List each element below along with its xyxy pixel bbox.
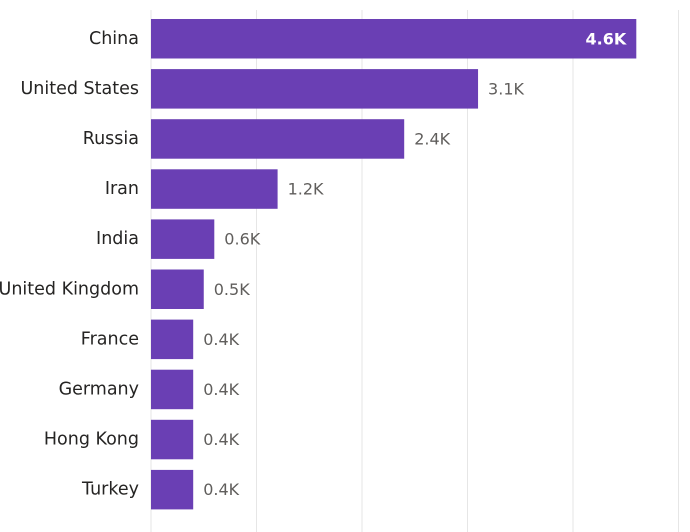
bar[interactable] [151, 19, 637, 59]
bar[interactable] [151, 469, 194, 510]
value-label: 0.4K [203, 480, 239, 499]
value-label: 0.4K [203, 330, 239, 349]
category-label: India [96, 229, 139, 249]
bars [151, 19, 637, 510]
value-label: 1.2K [288, 180, 324, 199]
bar[interactable] [151, 69, 479, 109]
bar[interactable] [151, 119, 405, 159]
bar[interactable] [151, 269, 204, 310]
bar[interactable] [151, 369, 194, 410]
value-label: 0.5K [214, 280, 250, 299]
category-label: Germany [59, 379, 139, 399]
value-label: 2.4K [414, 129, 450, 148]
value-label: 4.6K [586, 29, 627, 48]
category-label: United Kingdom [0, 279, 139, 299]
value-label: 0.4K [203, 430, 239, 449]
value-labels: 4.6K 3.1K 2.4K 1.2K 0.6K 0.5K 0.4K 0.4K 0.4K 0.4K [203, 29, 627, 499]
value-label: 3.1K [488, 79, 524, 98]
category-label: France [81, 329, 139, 349]
category-labels: China United States Russia Iran India United … [0, 29, 139, 500]
value-label: 0.6K [224, 230, 260, 249]
category-label: Russia [83, 129, 139, 149]
bar[interactable] [151, 419, 194, 460]
bar[interactable] [151, 319, 194, 360]
category-label: China [89, 29, 139, 49]
category-label: Hong Kong [44, 430, 139, 450]
category-label: Iran [105, 179, 139, 199]
category-label: United States [20, 79, 139, 99]
value-label: 0.4K [203, 380, 239, 399]
category-label: Turkey [81, 480, 139, 500]
bar[interactable] [151, 219, 215, 259]
bar[interactable] [151, 169, 278, 209]
